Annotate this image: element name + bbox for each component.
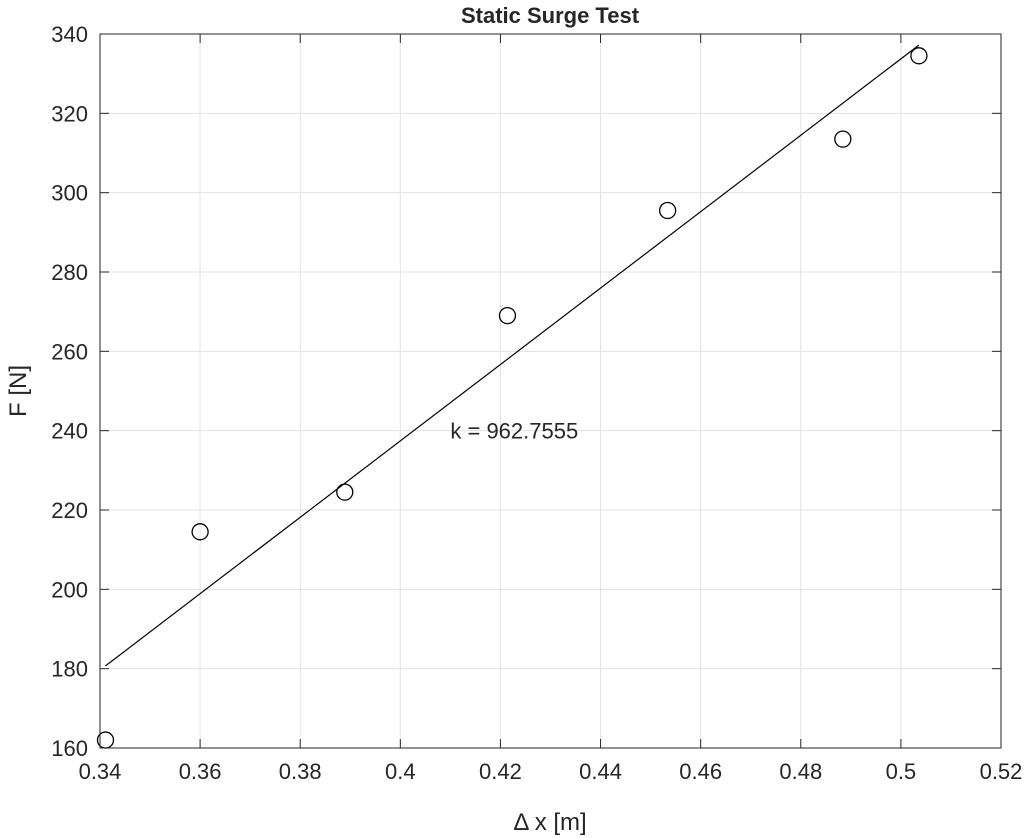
- y-tick-labels: 160 180 200 220 240 260 280 300 320 340: [51, 22, 1001, 761]
- y-tick-label: 180: [51, 657, 88, 682]
- y-tick-label: 260: [51, 339, 88, 364]
- y-tick-label: 160: [51, 736, 88, 761]
- data-point: [658, 201, 677, 220]
- y-tick-label: 280: [51, 260, 88, 285]
- x-tick-label: 0.4: [385, 759, 416, 784]
- y-tick-label: 300: [51, 181, 88, 206]
- y-tick-label: 220: [51, 498, 88, 523]
- data-point: [910, 47, 928, 65]
- y-tick-label: 320: [51, 101, 88, 126]
- chart-title: Static Surge Test: [461, 3, 640, 28]
- x-tick-label: 0.46: [679, 759, 722, 784]
- x-tick-label: 0.38: [279, 759, 322, 784]
- x-tick-label: 0.42: [479, 759, 522, 784]
- x-tick-label: 0.48: [779, 759, 822, 784]
- x-axis-label: Δ x [m]: [513, 809, 586, 836]
- x-tick-label: 0.34: [79, 759, 122, 784]
- y-tick-label: 240: [51, 419, 88, 444]
- y-axis-label: F [N]: [5, 365, 32, 417]
- axes-box: [99, 33, 1002, 749]
- x-tick-label: 0.36: [179, 759, 222, 784]
- data-point: [834, 130, 852, 148]
- y-tick-label: 200: [51, 577, 88, 602]
- y-tick-label: 340: [51, 22, 88, 47]
- data-point: [191, 523, 209, 541]
- data-point: [498, 306, 517, 325]
- fit-line: [105, 44, 920, 667]
- x-tick-label: 0.52: [980, 759, 1023, 784]
- x-tick-labels: 0.34 0.36 0.38 0.4 0.42 0.44 0.46 0.48 0.5 0.52: [79, 34, 1023, 784]
- x-tick-label: 0.5: [886, 759, 917, 784]
- fit-annotation: k = 962.7555: [450, 419, 578, 444]
- fit-line-group: [105, 44, 920, 667]
- x-tick-label: 0.44: [579, 759, 622, 784]
- data-point: [336, 483, 354, 501]
- data-points: [96, 47, 928, 749]
- plot-area: [100, 34, 1001, 748]
